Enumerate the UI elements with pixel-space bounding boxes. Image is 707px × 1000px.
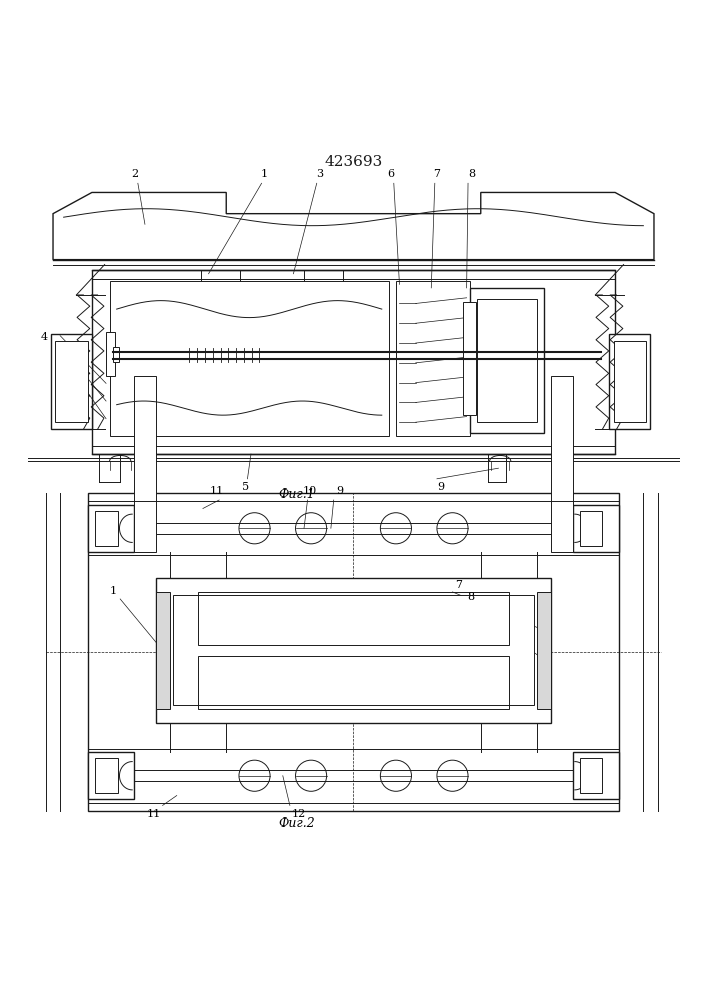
Text: 4: 4 (40, 332, 47, 342)
Text: 423693: 423693 (325, 155, 382, 169)
Bar (573, 752, 619, 799)
Text: 1: 1 (110, 586, 117, 596)
Text: 7: 7 (455, 580, 462, 590)
Text: Фиг.2: Фиг.2 (279, 817, 315, 830)
Bar (580, 511, 602, 546)
Bar (396, 281, 470, 436)
Text: 12: 12 (291, 809, 305, 819)
Text: 9: 9 (336, 486, 343, 496)
Bar (573, 505, 619, 552)
Bar (173, 595, 534, 705)
Bar (609, 334, 650, 429)
Text: 3: 3 (316, 169, 323, 179)
Bar (110, 281, 389, 436)
Text: 10: 10 (303, 486, 317, 496)
Bar (51, 334, 92, 429)
Text: 7: 7 (433, 169, 440, 179)
Bar (55, 341, 88, 422)
Bar (88, 752, 134, 799)
Bar (580, 758, 602, 793)
Bar (477, 299, 537, 422)
Bar (113, 347, 119, 362)
Bar (537, 592, 551, 709)
Bar (156, 578, 551, 723)
Bar (614, 341, 646, 422)
Bar (95, 511, 118, 546)
Text: 1: 1 (260, 169, 267, 179)
Text: 6: 6 (387, 169, 395, 179)
Text: 11: 11 (210, 486, 224, 496)
Text: 8: 8 (467, 592, 474, 602)
Bar (95, 758, 118, 793)
Text: Фиг.1: Фиг.1 (279, 488, 315, 501)
Bar (106, 332, 115, 376)
Bar (551, 376, 573, 552)
Bar (88, 505, 134, 552)
Text: 9: 9 (437, 482, 444, 492)
Bar (470, 288, 544, 433)
Polygon shape (53, 192, 654, 260)
Text: 8: 8 (469, 169, 476, 179)
Bar (88, 493, 619, 811)
Text: 11: 11 (147, 809, 161, 819)
Bar (156, 592, 170, 709)
Bar (463, 302, 476, 415)
Text: 5: 5 (243, 482, 250, 492)
Bar (198, 592, 509, 645)
Text: 2: 2 (131, 169, 138, 179)
Bar (134, 376, 156, 552)
Bar (92, 270, 615, 454)
Bar (198, 656, 509, 709)
